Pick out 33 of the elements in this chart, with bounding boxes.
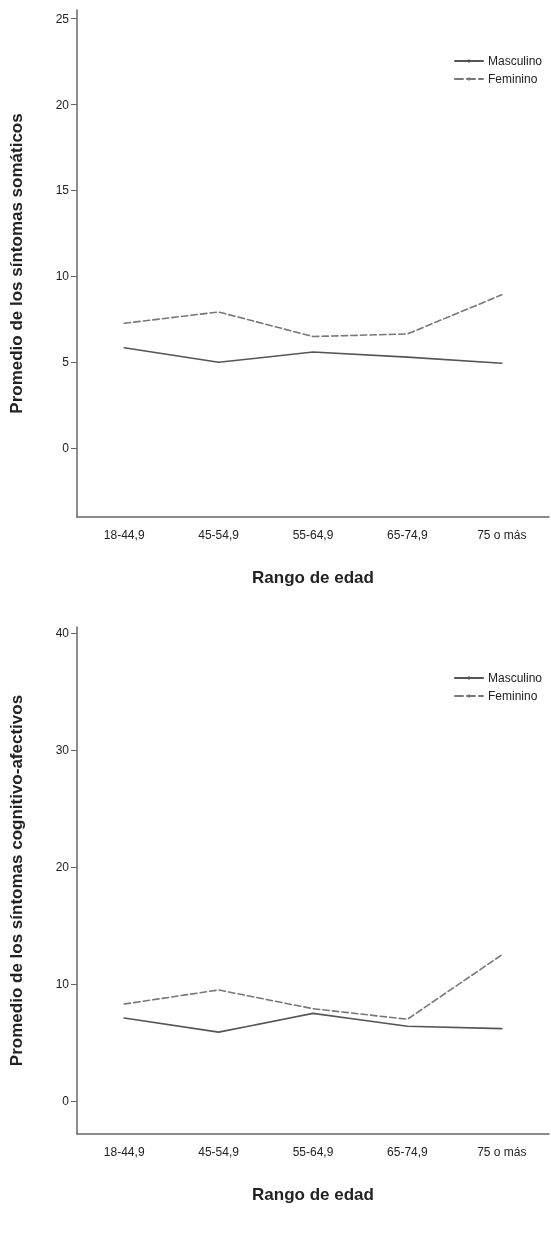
y-tick-label: 10 — [55, 977, 70, 992]
x-tick-label: 75 o más — [477, 528, 527, 542]
x-tick-label: 18-44,9 — [103, 528, 145, 542]
y-tick-label: 40 — [55, 625, 70, 640]
x-tick-label: 45-54,9 — [198, 528, 240, 542]
legend-label: Feminino — [487, 72, 538, 86]
y-tick-label: 30 — [55, 742, 70, 757]
x-tick-label: 55-64,9 — [292, 528, 334, 542]
line-series — [123, 954, 503, 1021]
line-series — [123, 1012, 503, 1033]
line-series — [123, 293, 503, 338]
x-tick-label: 55-64,9 — [292, 1145, 334, 1159]
x-axis-title: Rango de edad — [252, 1185, 374, 1204]
x-tick-label: 65-74,9 — [387, 1145, 429, 1159]
x-tick-label: 18-44,9 — [103, 1145, 145, 1159]
x-tick-label: 65-74,9 — [387, 528, 429, 542]
y-tick-label: 15 — [55, 183, 70, 198]
x-tick-label: 75 o más — [477, 1145, 527, 1159]
legend-label: Masculino — [487, 54, 543, 68]
y-tick-label: 20 — [55, 97, 70, 112]
x-tick-label: 45-54,9 — [198, 1145, 240, 1159]
y-tick-label: 5 — [62, 355, 70, 370]
y-tick-label: 20 — [55, 860, 70, 875]
y-tick-label: 0 — [62, 1094, 70, 1109]
legend-label: Feminino — [487, 689, 538, 703]
y-tick-label: 10 — [55, 269, 70, 284]
legend-label: Masculino — [487, 671, 543, 685]
y-axis-title: Promedio de los síntomas somáticos — [7, 113, 26, 414]
line-series — [123, 346, 503, 364]
x-axis-title: Rango de edad — [252, 568, 374, 587]
y-tick-label: 25 — [55, 11, 70, 26]
y-tick-label: 0 — [62, 441, 70, 456]
y-axis-title: Promedio de los síntomas cognitivo-afectivos — [7, 694, 26, 1067]
